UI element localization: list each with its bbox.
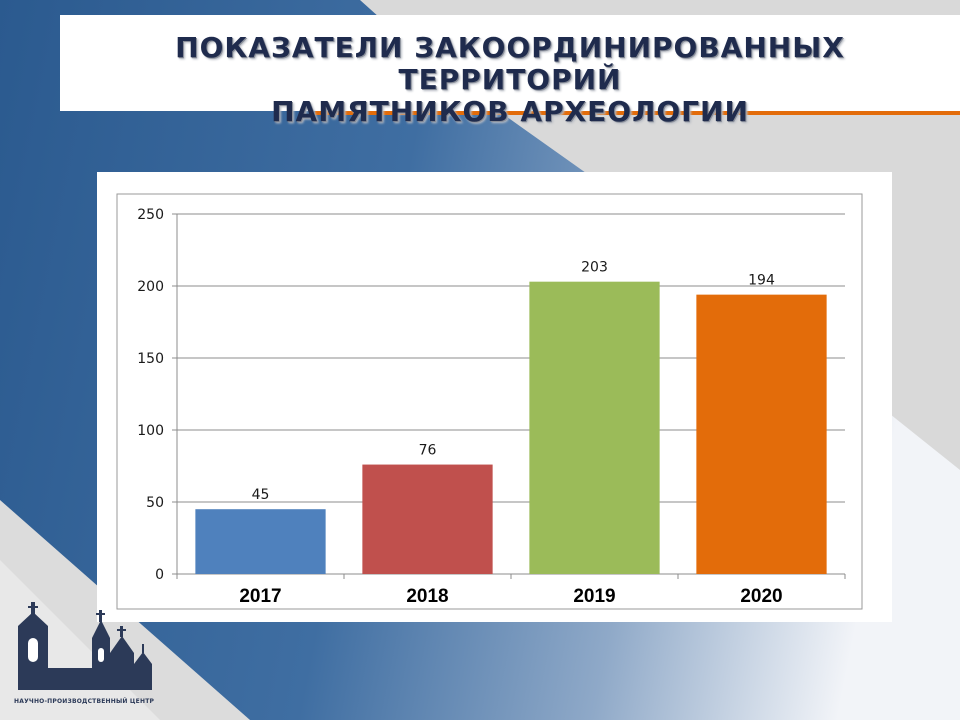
slide-title: ПОКАЗАТЕЛИ ЗАКООРДИНИРОВАННЫХ ТЕРРИТОРИЙ… xyxy=(60,32,960,128)
church-skyline-icon xyxy=(18,602,152,690)
slide-title-line-2: ПАМЯТНИКОВ АРХЕОЛОГИИ xyxy=(271,95,749,128)
chart-panel: 0 50 100 150 200 250 45 2017 76 2018 203 2019 194 202… xyxy=(97,172,892,622)
y-tick-label: 50 xyxy=(146,495,164,511)
bar-2017 xyxy=(195,509,326,574)
data-label-2020: 194 xyxy=(748,273,775,289)
bar-2018 xyxy=(362,464,493,574)
y-tick-label: 250 xyxy=(137,207,164,223)
title-banner xyxy=(60,15,960,111)
x-tick-label-2018: 2018 xyxy=(406,586,448,607)
y-tick-label: 200 xyxy=(137,279,164,295)
organization-logo: НАУЧНО-ПРОИЗВОДСТВЕННЫЙ ЦЕНТР xyxy=(14,598,164,716)
y-tick-label: 0 xyxy=(155,567,164,583)
x-tick-label-2019: 2019 xyxy=(573,586,615,607)
bar-chart: 0 50 100 150 200 250 45 2017 76 2018 203 2019 194 202… xyxy=(116,193,863,610)
title-accent-line xyxy=(315,111,960,115)
data-label-2017: 45 xyxy=(252,487,270,503)
data-label-2019: 203 xyxy=(581,260,608,276)
bar-2019 xyxy=(529,281,660,574)
logo-caption: НАУЧНО-ПРОИЗВОДСТВЕННЫЙ ЦЕНТР xyxy=(14,698,155,705)
y-tick-label: 150 xyxy=(137,351,164,367)
x-tick-label-2020: 2020 xyxy=(740,586,782,607)
slide-title-line-1: ПОКАЗАТЕЛИ ЗАКООРДИНИРОВАННЫХ ТЕРРИТОРИЙ xyxy=(175,31,845,96)
x-tick-label-2017: 2017 xyxy=(239,586,281,607)
bar-2020 xyxy=(696,294,827,574)
data-label-2018: 76 xyxy=(419,443,437,459)
y-tick-label: 100 xyxy=(137,423,164,439)
